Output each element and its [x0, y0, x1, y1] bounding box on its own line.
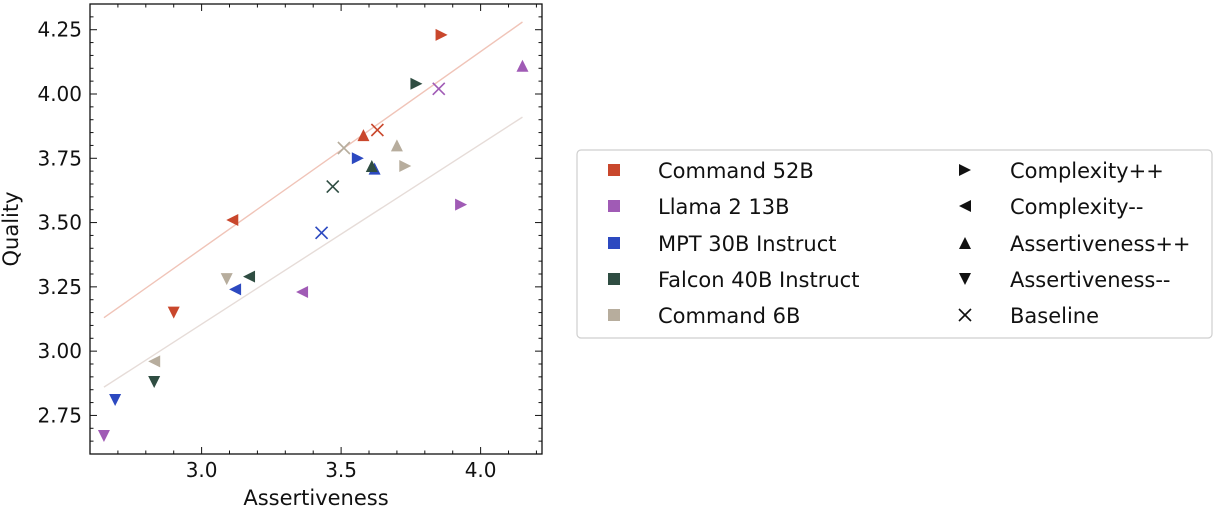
y-tick-label: 2.75	[37, 403, 82, 427]
point-falcon-40b-instruct-assertiveness-plus	[365, 160, 378, 172]
legend-swatch-command-52b	[608, 164, 620, 176]
point-mpt-30b-instruct-complexity-minus	[229, 283, 242, 296]
legend-swatch-mpt-30b-instruct	[608, 237, 620, 249]
legend-label-complexity-minus: Complexity--	[1010, 195, 1143, 219]
point-command-52b-assertiveness-plus	[357, 129, 370, 142]
point-command-6b-complexity-minus	[148, 355, 161, 368]
point-mpt-30b-instruct-baseline	[315, 226, 329, 240]
point-llama-2-13b-complexity-minus	[296, 286, 309, 298]
point-mpt-30b-instruct-assertiveness-minus	[109, 394, 122, 406]
legend-label-assertiveness-plus: Assertiveness++	[1010, 232, 1191, 256]
point-llama-2-13b-assertiveness-minus	[97, 430, 110, 442]
point-falcon-40b-instruct-complexity-plus	[410, 77, 423, 90]
legend-swatch-command-6b	[608, 309, 620, 321]
point-falcon-40b-instruct-assertiveness-minus	[148, 376, 161, 388]
y-tick-labels: 2.75 3.00 3.25 3.50 3.75 4.00 4.25	[37, 18, 82, 428]
x-tick-label: 3.0	[186, 458, 218, 482]
y-tick-label: 3.75	[37, 146, 82, 170]
legend-swatch-llama-2-13b	[608, 200, 620, 212]
upper-trend	[103, 21, 523, 319]
axis-ticks	[90, 3, 542, 454]
legend: Command 52B Llama 2 13B MPT 30B Instruct Fa…	[576, 149, 1213, 339]
point-llama-2-13b-complexity-plus	[455, 198, 468, 211]
x-tick-labels: 3.0 3.5 4.0	[186, 458, 497, 482]
legend-swatch-falcon-40b-instruct	[608, 273, 620, 285]
point-command-52b-complexity-minus	[226, 214, 239, 226]
legend-label-command-52b: Command 52B	[658, 159, 814, 183]
point-command-6b-complexity-plus	[399, 160, 412, 172]
data-points	[97, 28, 529, 442]
legend-marker-complexity-minus	[959, 200, 971, 212]
point-command-6b-assertiveness-minus	[220, 273, 233, 286]
y-tick-label: 3.50	[37, 211, 82, 235]
point-llama-2-13b-assertiveness-plus	[516, 59, 529, 72]
legend-marker-baseline	[958, 308, 972, 322]
point-command-52b-complexity-plus	[435, 28, 448, 41]
legend-marker-complexity-plus	[959, 164, 971, 176]
y-tick-label: 3.00	[37, 339, 82, 363]
y-tick-label: 4.00	[37, 82, 82, 106]
point-falcon-40b-instruct-baseline	[326, 180, 340, 194]
y-axis-label: Quality	[0, 191, 23, 266]
point-mpt-30b-instruct-complexity-plus	[351, 152, 364, 165]
x-tick-label: 4.0	[465, 458, 497, 482]
y-tick-label: 3.25	[37, 275, 82, 299]
trendlines	[103, 21, 523, 388]
legend-label-command-6b: Command 6B	[658, 304, 800, 328]
point-command-6b-baseline	[337, 141, 351, 155]
legend-label-llama-2-13b: Llama 2 13B	[658, 195, 790, 219]
legend-label-assertiveness-minus: Assertiveness--	[1010, 268, 1170, 292]
point-command-52b-assertiveness-minus	[167, 306, 180, 319]
point-command-6b-assertiveness-plus	[390, 139, 403, 152]
legend-label-falcon-40b-instruct: Falcon 40B Instruct	[658, 268, 859, 292]
plot-area	[89, 3, 543, 455]
legend-label-complexity-plus: Complexity++	[1010, 159, 1164, 183]
legend-marker-assertiveness-minus	[959, 273, 971, 285]
legend-label-baseline: Baseline	[1010, 304, 1099, 328]
legend-box	[576, 149, 1213, 339]
x-axis-label: Assertiveness	[243, 486, 388, 508]
point-llama-2-13b-baseline	[432, 82, 446, 96]
legend-marker-assertiveness-plus	[959, 237, 971, 249]
x-tick-label: 3.5	[325, 458, 357, 482]
legend-label-mpt-30b-instruct: MPT 30B Instruct	[658, 232, 837, 256]
point-command-52b-baseline	[370, 123, 384, 137]
point-falcon-40b-instruct-complexity-minus	[243, 270, 256, 283]
y-tick-label: 4.25	[37, 18, 82, 42]
lower-trend	[103, 116, 523, 388]
